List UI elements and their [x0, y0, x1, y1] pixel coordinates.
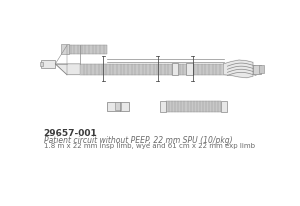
- Bar: [41, 61, 55, 68]
- Text: Patient circuit without PEEP, 22 mm SPU (10/pkg): Patient circuit without PEEP, 22 mm SPU …: [44, 136, 232, 145]
- Polygon shape: [55, 64, 80, 75]
- Bar: [186, 64, 193, 76]
- Text: 29657-001: 29657-001: [44, 128, 98, 137]
- Bar: [61, 45, 68, 55]
- Polygon shape: [224, 61, 253, 78]
- Bar: [172, 64, 178, 76]
- Bar: [67, 46, 107, 55]
- Bar: [40, 62, 43, 67]
- Text: 1.8 m x 22 mm insp limb, wye and 61 cm x 22 mm exp limb: 1.8 m x 22 mm insp limb, wye and 61 cm x…: [44, 143, 255, 149]
- Bar: [221, 101, 227, 112]
- Bar: [115, 103, 121, 111]
- Bar: [107, 102, 129, 111]
- Bar: [166, 101, 221, 112]
- Bar: [160, 101, 166, 112]
- Bar: [80, 64, 227, 75]
- Bar: [253, 65, 261, 75]
- Bar: [259, 66, 264, 74]
